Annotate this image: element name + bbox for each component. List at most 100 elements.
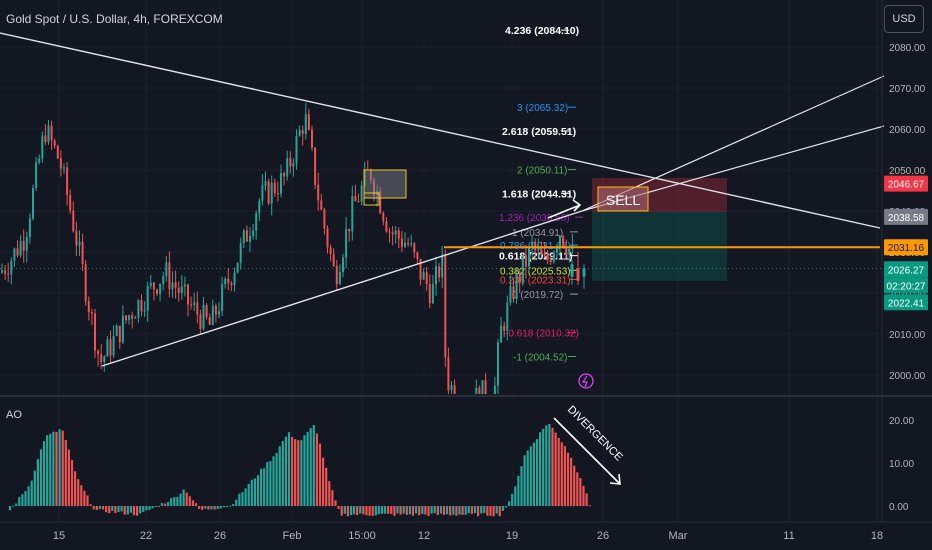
ao-bar	[201, 506, 204, 510]
candle-body	[53, 140, 56, 146]
ao-bar	[331, 490, 334, 506]
candle-body	[289, 158, 292, 167]
price-tag-label: 2031.16	[888, 243, 925, 254]
candle-body	[431, 284, 434, 304]
ao-bar	[55, 431, 58, 506]
candle-body	[407, 242, 410, 245]
ao-bar	[294, 439, 297, 506]
alert-icon-group[interactable]	[578, 373, 594, 389]
ao-bar	[458, 506, 461, 515]
ao-bar	[225, 506, 229, 508]
candle-body	[121, 315, 124, 343]
ao-bar	[315, 433, 318, 506]
candle-body	[435, 266, 437, 285]
ao-bar	[287, 432, 291, 506]
ao-bar	[399, 506, 402, 515]
candle-body	[112, 335, 115, 356]
candle-body	[137, 300, 140, 318]
highlight-box-small[interactable]	[363, 192, 380, 206]
ao-bar	[263, 468, 266, 506]
trendline-ascending[interactable]	[101, 210, 583, 367]
candle-body	[528, 246, 530, 267]
ao-bar	[384, 506, 387, 514]
ao-bar	[145, 506, 148, 511]
candle-body	[354, 196, 357, 202]
ao-bar	[213, 506, 216, 510]
candle-body	[515, 272, 518, 300]
time-tick-label: 26	[214, 530, 226, 542]
ao-bar	[309, 428, 312, 506]
highlight-box-large[interactable]	[363, 169, 407, 199]
ao-bar	[483, 506, 486, 513]
time-tick-label: 12	[418, 530, 430, 542]
candle-body	[326, 228, 329, 248]
ao-bar	[489, 506, 492, 516]
ao-bar	[64, 439, 67, 506]
candle-body	[338, 271, 341, 285]
candle-body	[255, 213, 258, 231]
ao-bar	[526, 450, 529, 506]
sell-box[interactable]	[597, 186, 649, 212]
indicator-title[interactable]: AO	[6, 409, 22, 421]
ao-bar	[24, 491, 27, 506]
alert-bolt-icon[interactable]	[578, 373, 594, 389]
ao-bar	[194, 503, 198, 506]
sell-arrow	[547, 199, 582, 219]
candle-body	[7, 273, 10, 275]
time-tick-label: 15:00	[348, 530, 376, 542]
ao-bar	[452, 506, 455, 515]
currency-button[interactable]: USD	[884, 5, 924, 33]
ao-bar	[120, 506, 123, 512]
ao-bar	[377, 506, 380, 515]
ao-axis[interactable]: 0.00 10.00 20.00	[889, 416, 914, 513]
candle-body	[94, 313, 96, 351]
candle-body	[90, 312, 93, 314]
alert-bolt-glyph	[581, 375, 588, 388]
candle-body	[562, 236, 565, 247]
ao-bar	[532, 442, 535, 506]
candle-body	[205, 305, 208, 318]
candle-body	[87, 301, 90, 313]
ao-bar	[346, 506, 349, 517]
ao-bar	[21, 494, 24, 506]
ao-bar	[83, 490, 86, 506]
trendline-descending[interactable]	[0, 32, 881, 229]
candle-body	[69, 194, 72, 211]
ao-bar	[390, 506, 393, 514]
ao-bar	[300, 440, 303, 506]
symbol-title[interactable]: Gold Spot / U.S. Dollar, 4h, FOREXCOM	[6, 12, 223, 26]
candle-body	[559, 236, 561, 248]
ao-bar	[585, 493, 588, 506]
ao-bar	[436, 506, 439, 515]
ao-bar	[396, 506, 399, 514]
candle-body	[450, 385, 453, 391]
candle-body	[531, 242, 534, 247]
candle-body	[118, 325, 121, 343]
candle-body	[270, 182, 273, 204]
candle-body	[214, 305, 217, 315]
ao-bar	[89, 504, 92, 506]
candle-body	[400, 238, 403, 247]
ao-bar	[157, 506, 160, 507]
ao-bar	[318, 443, 322, 506]
ao-bar	[123, 506, 126, 515]
candle-body	[540, 248, 543, 255]
candle-body	[22, 241, 25, 251]
ao-bar	[362, 506, 365, 515]
ao-bar	[470, 506, 473, 514]
trend-drawings[interactable]: SELL	[0, 32, 885, 367]
time-axis[interactable]: 15 22 26 Feb 15:00 12 19 26 Mar 11 18	[53, 530, 883, 542]
candle-body	[38, 158, 41, 163]
candle-body	[348, 228, 351, 232]
ao-bar	[185, 492, 188, 506]
candle-body	[78, 241, 81, 246]
price-tag-bg	[884, 277, 928, 294]
ao-bar	[424, 506, 427, 515]
ao-tick-label: 0.00	[889, 502, 909, 513]
candle-body	[180, 286, 183, 293]
candle-body	[419, 258, 422, 280]
ao-bar	[380, 506, 384, 514]
candle-body	[25, 236, 28, 251]
ao-bar	[136, 506, 139, 516]
